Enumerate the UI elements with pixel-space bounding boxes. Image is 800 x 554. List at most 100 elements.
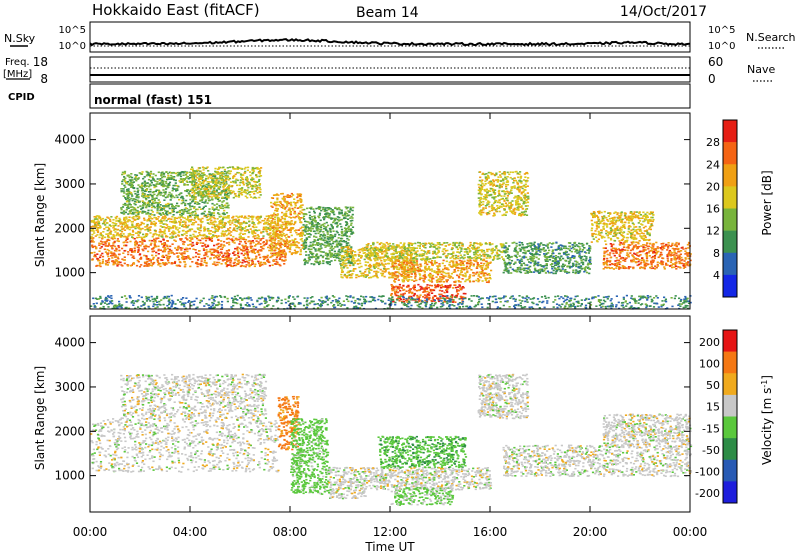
data-cell-0-1879 (147, 178, 151, 181)
data-cell-0-3153 (270, 205, 273, 207)
data-cell-0-533 (284, 255, 287, 257)
data-cell-0-2021 (147, 196, 150, 199)
data-cell-0-2874 (239, 179, 242, 181)
data-cell-0-1515 (128, 228, 131, 231)
data-cell-0-3063 (241, 187, 244, 189)
data-cell-0-3882 (310, 251, 313, 254)
data-cell-0-3759 (303, 218, 306, 220)
data-cell-0-1497 (209, 221, 212, 224)
data-cell-0-834 (273, 242, 276, 245)
data-cell-0-708 (101, 237, 104, 239)
data-cell-0-875 (259, 243, 262, 245)
data-cell-0-2784 (244, 178, 248, 181)
data-cell-0-807 (246, 251, 249, 253)
data-cell-0-2355 (226, 205, 229, 207)
data-cell-0-292 (112, 252, 115, 254)
data-cell-0-653 (244, 261, 247, 263)
data-cell-0-4010 (331, 236, 335, 239)
data-cell-0-3519 (323, 222, 326, 225)
data-cell-0-936 (165, 234, 168, 237)
data-cell-0-2346 (128, 190, 131, 193)
data-cell-0-1409 (98, 236, 101, 239)
data-cell-0-123 (145, 261, 148, 264)
data-cell-0-3349 (296, 233, 299, 236)
data-cell-0-1911 (155, 201, 158, 204)
data-cell-0-4271 (382, 267, 386, 270)
data-cell-0-3299 (292, 209, 295, 211)
data-cell-0-3513 (314, 244, 317, 246)
data-cell-0-3262 (270, 222, 273, 224)
data-cell-0-2393 (137, 177, 140, 179)
data-cell-0-586 (104, 241, 107, 244)
data-cell-0-4901 (367, 258, 370, 260)
data-cell-0-2510 (145, 174, 148, 177)
data-cell-0-4386 (343, 273, 346, 276)
data-cell-0-1367 (219, 215, 223, 218)
data-cell-0-2945 (259, 175, 263, 177)
data-cell-0-1659 (221, 224, 224, 227)
data-cell-0-4616 (415, 247, 418, 249)
data-cell-0-819 (258, 262, 261, 265)
data-cell-0-465 (179, 247, 182, 249)
data-cell-0-2979 (239, 181, 242, 184)
data-cell-0-2879 (215, 179, 218, 181)
data-cell-0-615 (204, 243, 207, 246)
data-cell-0-696 (165, 256, 168, 259)
data-cell-0-4394 (372, 263, 376, 266)
data-cell-0-1308 (91, 225, 95, 228)
data-cell-0-2258 (203, 210, 206, 213)
data-cell-0-765 (157, 262, 160, 265)
data-cell-0-4940 (366, 246, 369, 248)
data-cell-0-3847 (340, 237, 343, 240)
data-cell-0-3904 (327, 261, 330, 263)
data-cell-0-2455 (135, 209, 138, 212)
data-cell-0-3555 (309, 241, 312, 244)
data-cell-0-531 (113, 245, 117, 248)
data-cell-0-3769 (318, 263, 321, 266)
data-cell-0-1584 (120, 230, 124, 233)
data-cell-0-2994 (194, 175, 198, 177)
data-cell-0-2574 (211, 206, 214, 209)
data-cell-0-3207 (297, 195, 300, 197)
data-cell-0-3914 (329, 217, 332, 219)
data-cell-0-4035 (303, 258, 307, 261)
data-cell-0-4755 (422, 242, 425, 245)
data-cell-0-3578 (334, 255, 337, 257)
data-cell-0-433 (120, 264, 123, 266)
data-cell-0-3310 (273, 254, 276, 256)
data-cell-0-4750 (398, 254, 401, 257)
data-cell-0-1614 (122, 233, 125, 235)
data-cell-0-3142 (296, 201, 299, 204)
data-cell-0-3338 (294, 241, 297, 243)
data-cell-0-1663 (112, 225, 115, 228)
data-cell-0-1291 (134, 218, 137, 221)
data-cell-0-739 (216, 243, 219, 246)
data-cell-0-1749 (128, 191, 131, 194)
data-cell-0-1348 (119, 233, 122, 235)
data-cell-0-2920 (232, 175, 235, 178)
data-cell-0-4831 (378, 243, 381, 246)
data-cell-0-4876 (385, 241, 388, 244)
data-cell-0-1278 (257, 217, 260, 219)
data-cell-0-4500 (364, 268, 367, 271)
data-cell-0-3403 (299, 201, 302, 203)
data-cell-0-476 (108, 249, 111, 252)
data-cell-0-2752 (204, 188, 207, 191)
data-cell-0-679 (259, 250, 262, 252)
data-cell-0-4595 (458, 242, 461, 245)
data-cell-0-3646 (338, 257, 341, 260)
data-cell-0-454 (284, 242, 288, 244)
data-cell-0-1618 (194, 236, 197, 238)
data-cell-0-3684 (308, 258, 311, 261)
data-cell-0-1487 (193, 216, 197, 219)
data-cell-0-2091 (135, 179, 138, 182)
data-cell-0-2965 (249, 191, 252, 193)
data-cell-0-2850 (202, 167, 205, 169)
data-cell-0-4018 (348, 228, 351, 231)
data-cell-0-520 (203, 244, 206, 247)
data-cell-0-2278 (162, 185, 165, 188)
data-cell-0-1318 (252, 236, 255, 238)
data-cell-0-2713 (238, 184, 241, 187)
data-cell-0-1055 (201, 217, 204, 220)
data-cell-0-1559 (162, 219, 165, 222)
